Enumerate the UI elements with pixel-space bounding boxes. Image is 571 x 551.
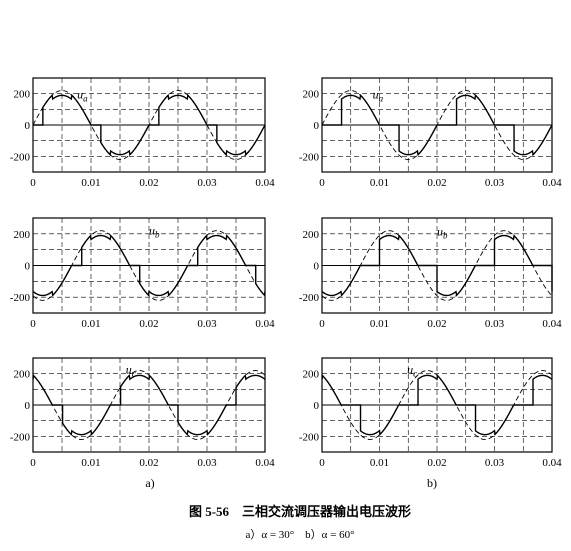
- x-tick-label: 0.02: [427, 177, 446, 189]
- y-tick-label: 0: [314, 120, 320, 132]
- series-label-symbol: u: [407, 363, 413, 377]
- y-tick-label: 0: [314, 261, 320, 273]
- plot-b-alpha60: 200 0 -200 0 0.01 0.02 0.03 0.04 ub: [299, 217, 562, 330]
- series-label: uc: [407, 363, 417, 379]
- y-tick-label: 200: [14, 229, 31, 241]
- x-tick-label: 0.03: [197, 318, 217, 330]
- figure-caption: 图 5-56 三相交流调压器输出电压波形: [189, 504, 411, 519]
- series-label-symbol: u: [77, 87, 83, 101]
- y-tick-label: 0: [25, 120, 31, 132]
- series-label: ub: [437, 224, 448, 240]
- x-tick-label: 0.04: [542, 457, 562, 469]
- series-label: ub: [149, 224, 160, 240]
- x-tick-label: 0: [319, 318, 325, 330]
- series-label-subscript: c: [132, 369, 136, 379]
- plot-a-alpha30: 200 0 -200 0 0.01 0.02 0.03 0.04 ua: [10, 77, 275, 189]
- y-tick-label: 200: [14, 89, 31, 101]
- x-tick-label: 0.03: [485, 177, 505, 189]
- output-voltage-solid: [322, 93, 553, 157]
- x-tick-label: 0.01: [81, 457, 100, 469]
- x-tick-label: 0.01: [81, 318, 100, 330]
- x-tick-label: 0.04: [542, 177, 562, 189]
- x-tick-label: 0.03: [197, 457, 217, 469]
- output-voltage-solid: [32, 234, 266, 297]
- output-voltage-solid: [33, 93, 266, 157]
- x-tick-label: 0.04: [255, 177, 275, 189]
- y-tick-label: 0: [25, 400, 31, 412]
- y-tick-label: -200: [299, 292, 320, 304]
- x-tick-label: 0.03: [485, 318, 505, 330]
- plot-c-alpha30: 200 0 -200 0 0.01 0.02 0.03 0.04 uc: [10, 357, 275, 469]
- plot-a-alpha60: 200 0 -200 0 0.01 0.02 0.03 0.04 ua: [299, 77, 562, 189]
- x-tick-label: 0.03: [197, 177, 217, 189]
- x-tick-label: 0.02: [139, 318, 158, 330]
- series-label-subscript: b: [443, 230, 448, 240]
- y-tick-label: -200: [10, 431, 31, 443]
- x-tick-label: 0.01: [81, 177, 100, 189]
- x-tick-label: 0.02: [139, 457, 158, 469]
- x-tick-label: 0: [319, 457, 325, 469]
- y-tick-label: -200: [299, 431, 320, 443]
- y-tick-label: 200: [303, 89, 320, 101]
- x-tick-label: 0.01: [370, 318, 389, 330]
- y-tick-label: -200: [299, 151, 320, 163]
- plot-b-alpha30: 200 0 -200 0 0.01 0.02 0.03 0.04 ub: [10, 217, 275, 330]
- x-tick-label: 0.02: [139, 177, 158, 189]
- x-tick-label: 0: [30, 177, 36, 189]
- series-label-symbol: u: [437, 224, 443, 238]
- x-tick-label: 0.04: [255, 457, 275, 469]
- y-tick-label: 200: [14, 369, 31, 381]
- series-label: ua: [373, 87, 384, 103]
- y-tick-label: 200: [303, 369, 320, 381]
- series-label-subscript: a: [379, 93, 384, 103]
- output-voltage-solid: [32, 374, 266, 436]
- x-tick-label: 0.02: [427, 318, 446, 330]
- x-tick-label: 0: [30, 457, 36, 469]
- series-label-subscript: a: [83, 93, 88, 103]
- series-label-symbol: u: [149, 224, 155, 238]
- x-tick-label: 0.01: [370, 177, 389, 189]
- y-tick-label: -200: [10, 151, 31, 163]
- output-voltage-solid: [321, 234, 553, 297]
- y-tick-label: 200: [303, 229, 320, 241]
- series-label-subscript: b: [155, 230, 160, 240]
- column-label-a: a): [145, 476, 154, 490]
- x-tick-label: 0.04: [542, 318, 562, 330]
- series-label: ua: [77, 87, 88, 103]
- y-tick-label: 0: [25, 261, 31, 273]
- x-tick-label: 0.02: [427, 457, 446, 469]
- output-voltage-solid: [321, 374, 553, 436]
- x-tick-label: 0: [319, 177, 325, 189]
- x-tick-label: 0.04: [255, 318, 275, 330]
- x-tick-label: 0: [30, 318, 36, 330]
- x-tick-label: 0.01: [370, 457, 389, 469]
- column-label-b: b): [427, 476, 437, 490]
- x-tick-label: 0.03: [485, 457, 505, 469]
- series-label-symbol: u: [126, 363, 132, 377]
- y-tick-label: 0: [314, 400, 320, 412]
- plot-c-alpha60: 200 0 -200 0 0.01 0.02 0.03 0.04 uc: [299, 357, 562, 469]
- figure-subcaption: a）α = 30° b）α = 60°: [245, 528, 354, 541]
- series-label-subscript: c: [413, 369, 417, 379]
- series-label-symbol: u: [373, 87, 379, 101]
- series-label: uc: [126, 363, 136, 379]
- y-tick-label: -200: [10, 292, 31, 304]
